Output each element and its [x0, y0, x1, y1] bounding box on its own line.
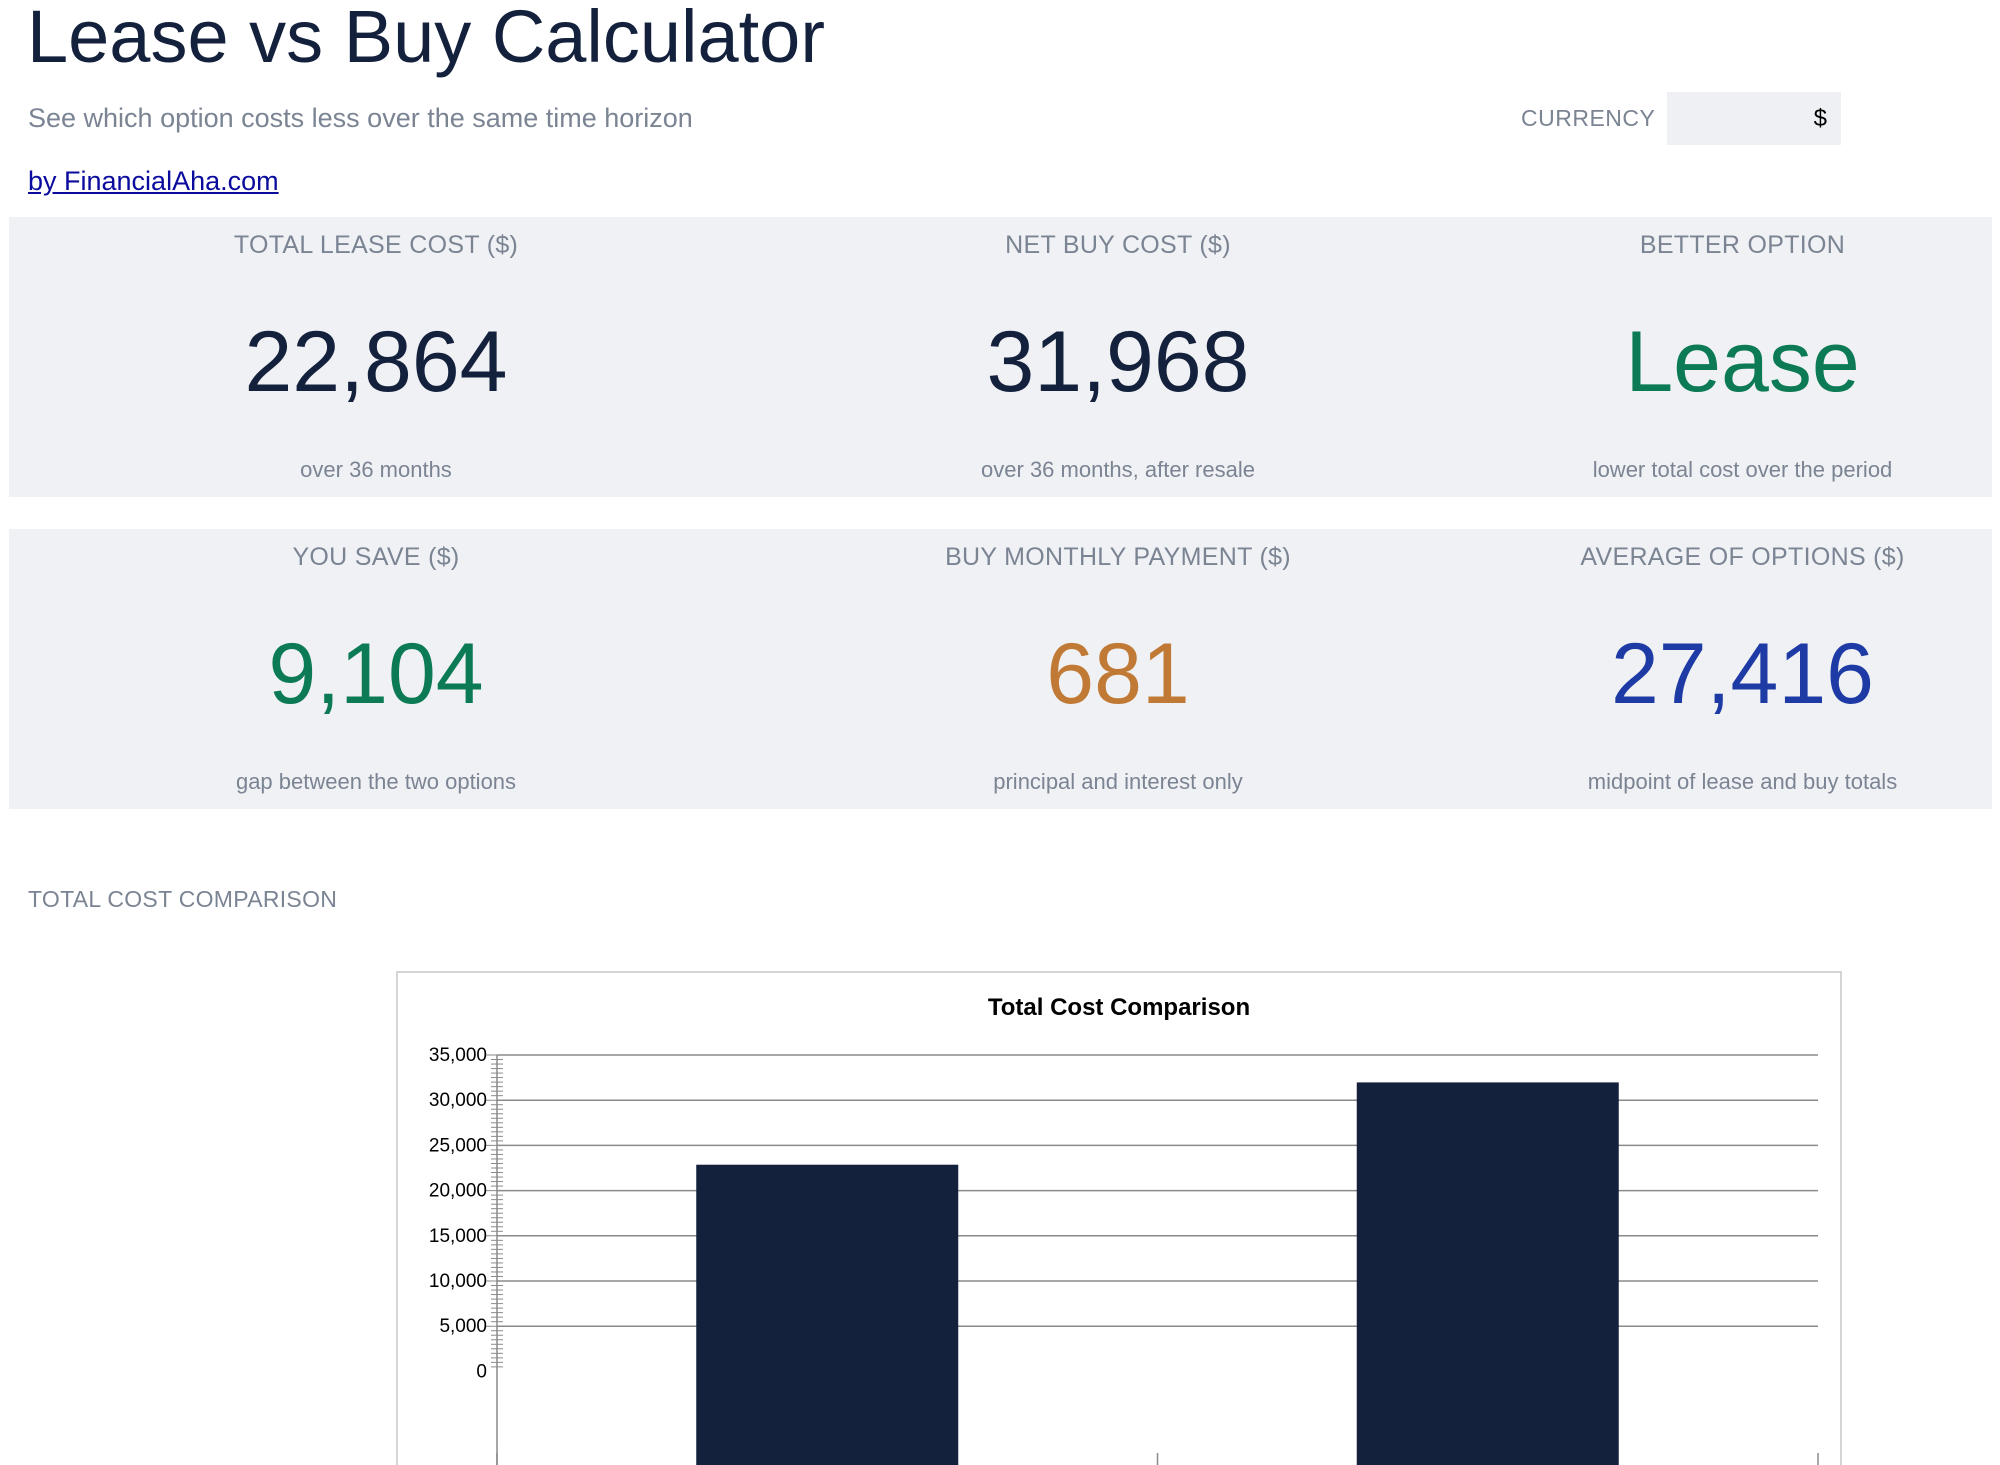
kpi-value: 27,416 — [1610, 626, 1875, 722]
kpi-label: BUY MONTHLY PAYMENT ($) — [945, 543, 1291, 571]
page-title: Lease vs Buy Calculator — [27, 0, 825, 78]
kpi-better-option: BETTER OPTION Lease lower total cost ove… — [1493, 217, 1992, 497]
bar — [1356, 1082, 1619, 1465]
section-label-total-cost-comparison: TOTAL COST COMPARISON — [28, 886, 338, 912]
kpi-note: midpoint of lease and buy totals — [1587, 769, 1898, 794]
y-tick-label: 15,000 — [429, 1226, 487, 1247]
chart-x-axis — [496, 1453, 1819, 1465]
kpi-value: 31,968 — [986, 314, 1250, 410]
page-subtitle: See which option costs less over the sam… — [28, 103, 693, 133]
kpi-note: over 36 months, after resale — [981, 457, 1255, 482]
y-tick-label: 35,000 — [429, 1045, 487, 1066]
kpi-note: lower total cost over the period — [1592, 457, 1893, 482]
kpi-note: principal and interest only — [993, 769, 1243, 794]
y-tick-label: 20,000 — [429, 1181, 487, 1202]
summary-panel-top: TOTAL LEASE COST ($) 22,864 over 36 mont… — [9, 217, 1992, 497]
kpi-label: NET BUY COST ($) — [1005, 231, 1231, 259]
kpi-label: BETTER OPTION — [1639, 231, 1846, 259]
kpi-average-of-options: AVERAGE OF OPTIONS ($) 27,416 midpoint o… — [1493, 529, 1992, 809]
y-tick-label: 25,000 — [429, 1135, 487, 1156]
chart-svg: Total Cost Comparison 0 5,000 10,000 15,000… — [429, 994, 1819, 1465]
kpi-value: 22,864 — [244, 314, 508, 410]
y-tick-label: 5,000 — [439, 1316, 487, 1337]
currency-input[interactable] — [1667, 92, 1841, 145]
kpi-value: Lease — [1625, 314, 1860, 410]
kpi-label: TOTAL LEASE COST ($) — [233, 231, 519, 259]
kpi-buy-monthly-payment: BUY MONTHLY PAYMENT ($) 681 principal an… — [743, 529, 1493, 809]
total-cost-chart: Total Cost Comparison 0 5,000 10,000 15,000… — [396, 971, 1842, 1465]
kpi-value: 681 — [1046, 626, 1190, 722]
summary-panel-bottom: YOU SAVE ($) 9,104 gap between the two o… — [9, 529, 1992, 809]
byline-link[interactable]: by FinancialAha.com — [28, 166, 279, 196]
kpi-value: 9,104 — [268, 626, 484, 722]
y-tick-label: 10,000 — [429, 1271, 487, 1292]
kpi-label: AVERAGE OF OPTIONS ($) — [1580, 543, 1905, 571]
y-tick-label: 30,000 — [429, 1090, 487, 1111]
chart-gridlines — [497, 1054, 1818, 1327]
kpi-note: over 36 months — [300, 457, 452, 482]
kpi-net-buy-cost: NET BUY COST ($) 31,968 over 36 months, … — [743, 217, 1493, 497]
chart-bars — [696, 1082, 1619, 1465]
bar — [696, 1164, 959, 1465]
kpi-note: gap between the two options — [235, 769, 517, 794]
kpi-total-lease-cost: TOTAL LEASE COST ($) 22,864 over 36 mont… — [9, 217, 743, 497]
kpi-you-save: YOU SAVE ($) 9,104 gap between the two o… — [9, 529, 743, 809]
currency-label: CURRENCY — [1521, 105, 1656, 131]
y-tick-label: 0 — [476, 1361, 487, 1382]
chart-y-axis: 0 5,000 10,000 15,000 20,000 25,000 30,000 35,0… — [429, 1045, 503, 1465]
kpi-label: YOU SAVE ($) — [292, 543, 460, 571]
chart-title: Total Cost Comparison — [988, 994, 1250, 1021]
